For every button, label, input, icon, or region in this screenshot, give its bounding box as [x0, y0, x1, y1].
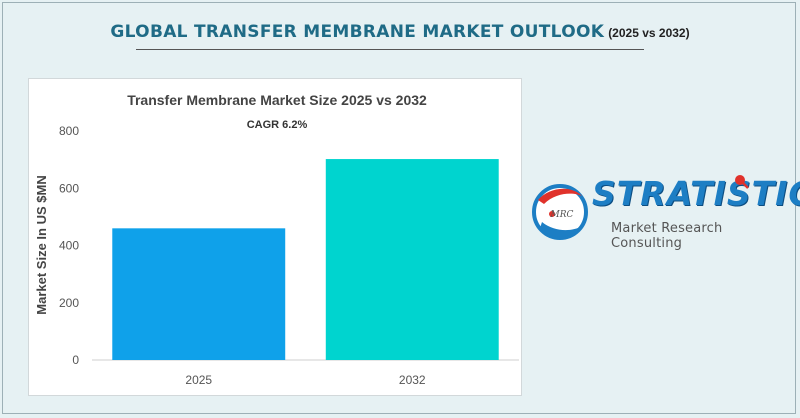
- page-header: GLOBAL TRANSFER MEMBRANE MARKET OUTLOOK(…: [0, 22, 800, 42]
- y-tick-label: 200: [59, 296, 79, 310]
- y-axis-label: Market Size In US $MN: [34, 175, 49, 314]
- chart-panel: Transfer Membrane Market Size 2025 vs 20…: [28, 78, 522, 396]
- page-title: GLOBAL TRANSFER MEMBRANE MARKET OUTLOOK: [110, 22, 605, 42]
- logo-tagline: Market Research Consulting: [611, 221, 723, 251]
- chart-title: Transfer Membrane Market Size 2025 vs 20…: [127, 92, 427, 108]
- x-tick-label: 2025: [185, 373, 212, 387]
- magnifier-icon: [735, 175, 749, 189]
- page-frame: [2, 2, 796, 414]
- y-axis-ticks: 0 200 400 600 800: [59, 124, 79, 367]
- page-subtitle: (2025 vs 2032): [608, 26, 690, 40]
- x-tick-label: 2032: [399, 373, 426, 387]
- stratistics-logo: MRC STRATISTICS Market Research Consulti…: [530, 170, 800, 251]
- y-tick-label: 800: [59, 124, 79, 138]
- bar-chart: Transfer Membrane Market Size 2025 vs 20…: [34, 92, 519, 387]
- header-divider: [136, 49, 644, 50]
- globe-icon: MRC: [532, 184, 588, 240]
- bar-2032: [325, 159, 499, 360]
- cagr-annotation: CAGR 6.2%: [247, 119, 308, 131]
- y-tick-label: 600: [59, 181, 79, 195]
- logo-wordmark: STRATISTICS: [592, 174, 800, 213]
- bar-2025: [112, 228, 286, 360]
- bars: [112, 159, 499, 360]
- x-axis-ticks: 2025 2032: [185, 373, 426, 387]
- logo-badge-text: MRC: [550, 210, 574, 220]
- y-tick-label: 0: [72, 353, 79, 367]
- y-tick-label: 400: [59, 239, 79, 253]
